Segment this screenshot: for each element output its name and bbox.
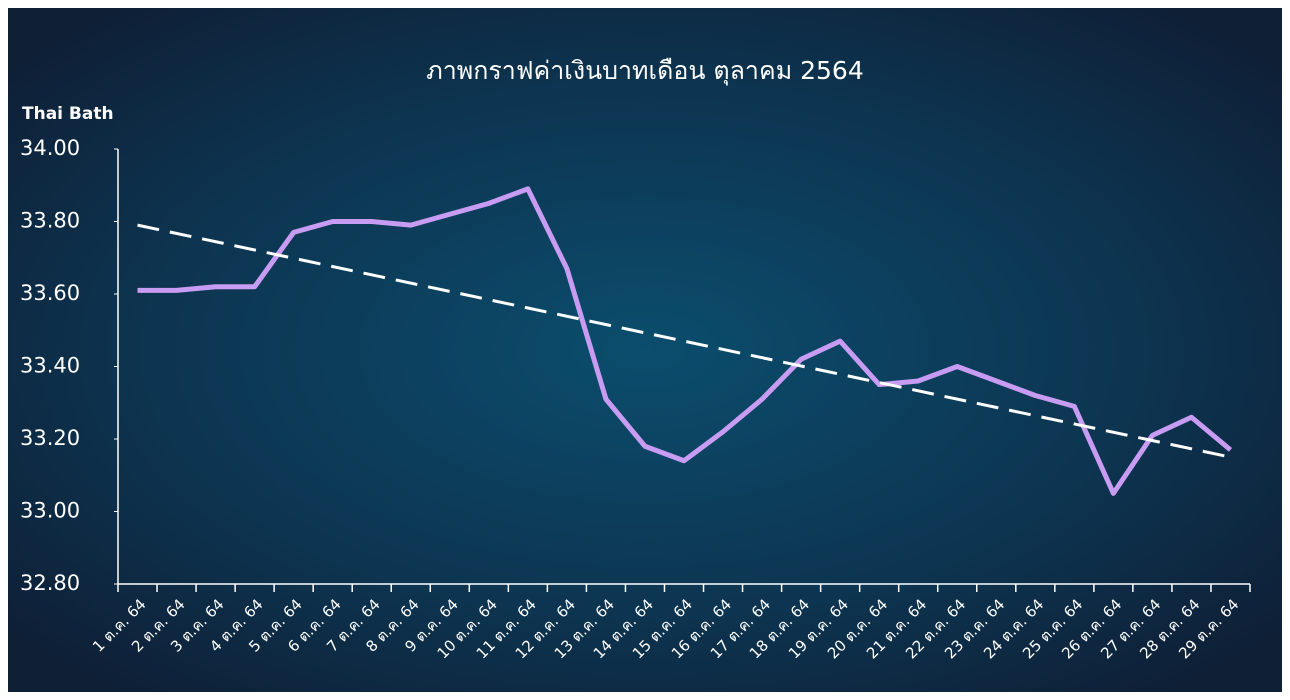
y-tick-label: 33.60 (20, 281, 80, 305)
data-line (137, 186, 1233, 496)
y-tick-label: 33.00 (20, 499, 80, 523)
chart-title: ภาพกราฟค่าเงินบาทเดือน ตุลาคม 2564 (426, 56, 864, 86)
y-tick-label: 33.40 (20, 354, 80, 378)
y-tick-label: 34.00 (20, 136, 80, 160)
trend-line (137, 223, 1231, 459)
y-tick-label: 33.20 (20, 426, 80, 450)
y-tick-label: 32.80 (20, 571, 80, 595)
y-axis-label: Thai Bath (22, 104, 114, 124)
y-tick-label: 33.80 (20, 209, 80, 233)
chart-background (8, 8, 1282, 692)
